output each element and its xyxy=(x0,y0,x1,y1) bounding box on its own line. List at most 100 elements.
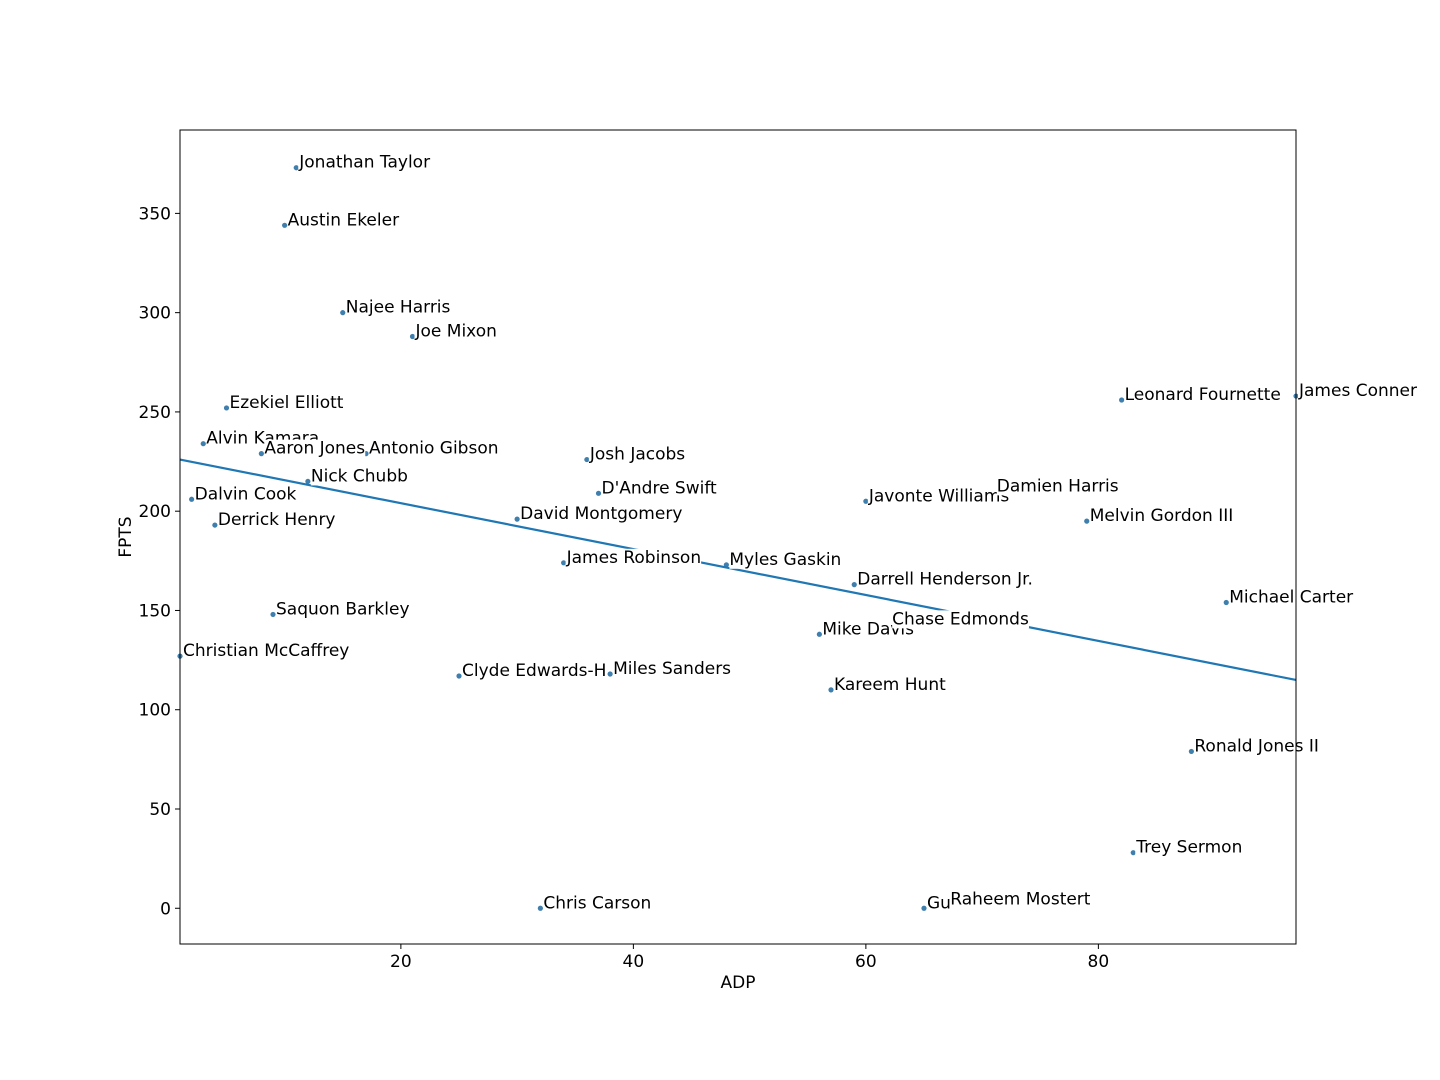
point-label-group: Michael Carter xyxy=(1229,588,1354,608)
data-point xyxy=(258,451,264,457)
data-point xyxy=(270,611,276,618)
point-label: Chris Carson xyxy=(543,893,651,913)
point-label-background xyxy=(298,153,431,172)
point-label: Chase Edmonds xyxy=(892,609,1029,629)
point-label: Christian McCaffrey xyxy=(183,641,349,661)
point-label-background xyxy=(601,479,718,498)
y-tick-label: 250 xyxy=(139,403,171,423)
point-label-background xyxy=(276,600,410,619)
point-label-group: Trey Sermon xyxy=(1135,838,1243,858)
point-label-group: Najee Harris xyxy=(345,298,451,318)
point-label-background xyxy=(857,570,1033,589)
point-label: James Conner xyxy=(1298,381,1417,401)
point-label-background xyxy=(1124,386,1281,405)
point-label-background xyxy=(287,211,400,230)
point-label: Saquon Barkley xyxy=(276,599,410,619)
point-label-group: Raheem Mostert xyxy=(950,889,1091,909)
data-point xyxy=(1130,850,1136,856)
y-axis-label: FPTS xyxy=(116,516,136,557)
point-label: Michael Carter xyxy=(1229,588,1353,608)
data-point xyxy=(212,522,218,528)
point-label: Miles Sanders xyxy=(613,659,731,679)
point-label: Jonathan Taylor xyxy=(298,153,430,173)
point-label-background xyxy=(822,620,915,639)
data-point xyxy=(1188,748,1194,755)
data-point xyxy=(456,673,462,679)
point-label-background xyxy=(1229,588,1354,607)
point-label-background xyxy=(414,322,497,341)
point-label: Javonte Williams xyxy=(868,486,1010,506)
point-label-background xyxy=(1194,737,1319,756)
point-label-group: Saquon Barkley xyxy=(276,599,410,619)
x-axis-ticks: 20 40 60 80 xyxy=(390,944,1109,972)
plot-frame xyxy=(179,129,1297,945)
point-label-group: Jonathan Taylor xyxy=(298,153,431,173)
point-label-group: Josh Jacobs xyxy=(588,445,686,465)
point-label: Najee Harris xyxy=(346,298,451,318)
point-label-group: Clyde Edwards-H xyxy=(462,661,607,681)
data-point xyxy=(200,441,206,447)
data-point xyxy=(1119,397,1125,403)
point-label-group: Austin Ekeler xyxy=(287,210,400,230)
point-label: James Robinson xyxy=(566,548,701,568)
point-label-group: Ronald Jones II xyxy=(1194,736,1319,756)
point-label-background xyxy=(1298,382,1417,401)
data-point xyxy=(816,631,822,637)
point-label-group: James Robinson xyxy=(565,548,702,568)
point-label: Josh Jacobs xyxy=(589,445,685,465)
point-label: Ezekiel Elliott xyxy=(230,393,344,413)
point-label-background xyxy=(543,894,652,913)
point-label-background xyxy=(729,550,842,569)
point-label: Darrell Henderson Jr. xyxy=(857,570,1033,590)
data-point xyxy=(863,498,869,504)
point-label-group: Aaron Jones xyxy=(264,439,366,459)
point-label: Raheem Mostert xyxy=(950,889,1091,909)
point-label: Gu xyxy=(927,893,951,913)
point-label-background xyxy=(194,485,297,504)
point-label-background xyxy=(264,439,366,458)
x-tick-label: 20 xyxy=(390,952,412,972)
y-tick-label: 100 xyxy=(139,701,171,721)
point-label-group: Myles Gaskin xyxy=(729,550,842,570)
point-label-background xyxy=(834,675,947,694)
data-point xyxy=(851,582,857,588)
point-label-group: Gu xyxy=(927,893,951,913)
point-label: Trey Sermon xyxy=(1135,838,1242,858)
point-label-background xyxy=(462,661,607,680)
point-label-background xyxy=(950,890,1091,909)
point-label-group: Dalvin Cook xyxy=(194,484,297,504)
point-label: Leonard Fournette xyxy=(1125,385,1281,405)
point-label-background xyxy=(217,511,336,530)
point-label-group: Chris Carson xyxy=(543,893,652,913)
data-point xyxy=(1223,599,1229,606)
data-point xyxy=(537,905,543,911)
point-label-background xyxy=(892,610,1029,629)
point-label-group: Darrell Henderson Jr. xyxy=(857,570,1033,590)
point-label: Derrick Henry xyxy=(218,510,336,530)
point-label-group: Leonard Fournette xyxy=(1124,385,1281,405)
data-point xyxy=(607,671,613,677)
point-label-group: Miles Sanders xyxy=(613,659,732,679)
point-label-background xyxy=(183,642,350,661)
point-label: Joe Mixon xyxy=(415,321,497,341)
point-label: Austin Ekeler xyxy=(288,210,399,230)
x-axis-label: ADP xyxy=(721,973,756,993)
data-point xyxy=(305,478,311,485)
point-label-background xyxy=(613,659,732,678)
point-label-group: D'Andre Swift xyxy=(601,478,718,498)
point-labels: Jonathan Taylor Austin Ekeler Najee Harris… xyxy=(183,153,1417,913)
point-label: Kareem Hunt xyxy=(834,675,946,695)
point-label: D'Andre Swift xyxy=(602,478,718,498)
data-point xyxy=(340,310,346,316)
data-point xyxy=(584,456,590,463)
point-label-group: Kareem Hunt xyxy=(834,675,947,695)
point-label-group: Damien Harris xyxy=(996,476,1119,496)
point-label-background xyxy=(1089,507,1234,526)
data-point xyxy=(1084,518,1090,524)
data-point xyxy=(828,687,834,693)
point-label-group: Mike Davis xyxy=(822,619,915,639)
point-label-background xyxy=(588,445,686,464)
x-tick-label: 80 xyxy=(1088,952,1110,972)
